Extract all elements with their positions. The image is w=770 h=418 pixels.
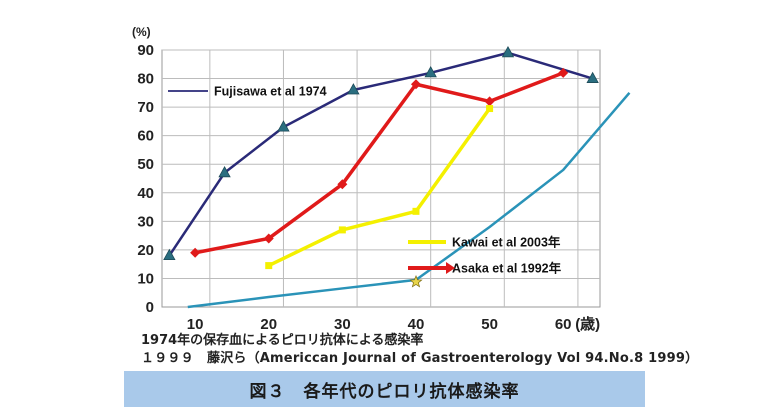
y-tick-label: 90 bbox=[137, 42, 154, 59]
x-tick-label: 60 bbox=[555, 316, 572, 333]
y-unit-label: (%) bbox=[132, 25, 151, 39]
legend-label: Asaka et al 1992年 bbox=[452, 261, 562, 276]
series-line-asaka-et-al-1992 bbox=[194, 71, 564, 255]
y-tick-label: 50 bbox=[137, 156, 154, 173]
caption-line-1: 1974年の保存血によるピロリ抗体による感染率 bbox=[141, 333, 424, 348]
legend-label: Fujisawa et al 1974 bbox=[214, 85, 327, 99]
data-point-fujisawa-et-al-1974 bbox=[277, 120, 290, 132]
data-point-kawai-et-al-2003 bbox=[412, 207, 420, 215]
data-point-fujisawa-et-al-1974 bbox=[586, 71, 599, 83]
x-unit-label: (歳) bbox=[575, 315, 600, 333]
data-point-asaka-et-al-1992 bbox=[484, 96, 495, 107]
data-point-asaka-et-al-1992 bbox=[410, 79, 421, 90]
data-point-asaka-et-al-1992 bbox=[558, 67, 569, 78]
data-point-fujisawa-et-al-1974 bbox=[347, 83, 360, 95]
y-tick-label: 10 bbox=[137, 270, 154, 287]
series-line-kawai-et-al-2003 bbox=[267, 107, 492, 268]
data-point-kawai-et-al-2003 bbox=[265, 262, 273, 270]
data-point-fujisawa-et-al-1974 bbox=[163, 248, 176, 261]
caption-line-2: １９９９ 藤沢ら（Americcan Journal of Gastroente… bbox=[141, 351, 699, 366]
data-point-fujisawa-et-al-1974 bbox=[424, 66, 437, 78]
chart: 0 10 20 30 40 50 60 70 80 90 10 20 30 40 50 60 (%) (歳) Fu… bbox=[132, 25, 631, 333]
data-point-fujisawa-et-al-1974 bbox=[218, 165, 231, 178]
legend-label: Kawai et al 2003年 bbox=[452, 235, 561, 250]
y-tick-label: 60 bbox=[137, 128, 154, 145]
x-tick-label: 20 bbox=[260, 316, 277, 333]
figure-title-banner: 図３ 各年代のピロリ抗体感染率 bbox=[124, 371, 645, 407]
data-point-kawai-et-al-2003 bbox=[338, 226, 346, 234]
y-tick-label: 70 bbox=[137, 99, 154, 116]
y-tick-label: 80 bbox=[137, 71, 154, 88]
series-line-unlabeled bbox=[187, 92, 631, 309]
legend-arrow-icon bbox=[446, 262, 455, 274]
y-tick-label: 0 bbox=[146, 299, 154, 316]
x-tick-label: 30 bbox=[334, 316, 351, 333]
x-tick-label: 50 bbox=[481, 316, 498, 333]
x-tick-label: 40 bbox=[408, 316, 425, 333]
data-point-star-marker bbox=[409, 274, 423, 288]
data-point-fujisawa-et-al-1974 bbox=[501, 46, 515, 58]
data-point-asaka-et-al-1992 bbox=[263, 233, 274, 244]
x-tick-label: 10 bbox=[187, 316, 204, 333]
data-point-asaka-et-al-1992 bbox=[337, 179, 348, 190]
data-point-asaka-et-al-1992 bbox=[190, 247, 201, 258]
data-point-kawai-et-al-2003 bbox=[486, 105, 494, 113]
y-tick-label: 40 bbox=[137, 185, 154, 202]
y-tick-label: 20 bbox=[137, 242, 154, 259]
figure-title: 図３ 各年代のピロリ抗体感染率 bbox=[249, 381, 520, 402]
y-tick-label: 30 bbox=[137, 213, 154, 230]
series-line-fujisawa-et-al-1974 bbox=[168, 51, 594, 257]
